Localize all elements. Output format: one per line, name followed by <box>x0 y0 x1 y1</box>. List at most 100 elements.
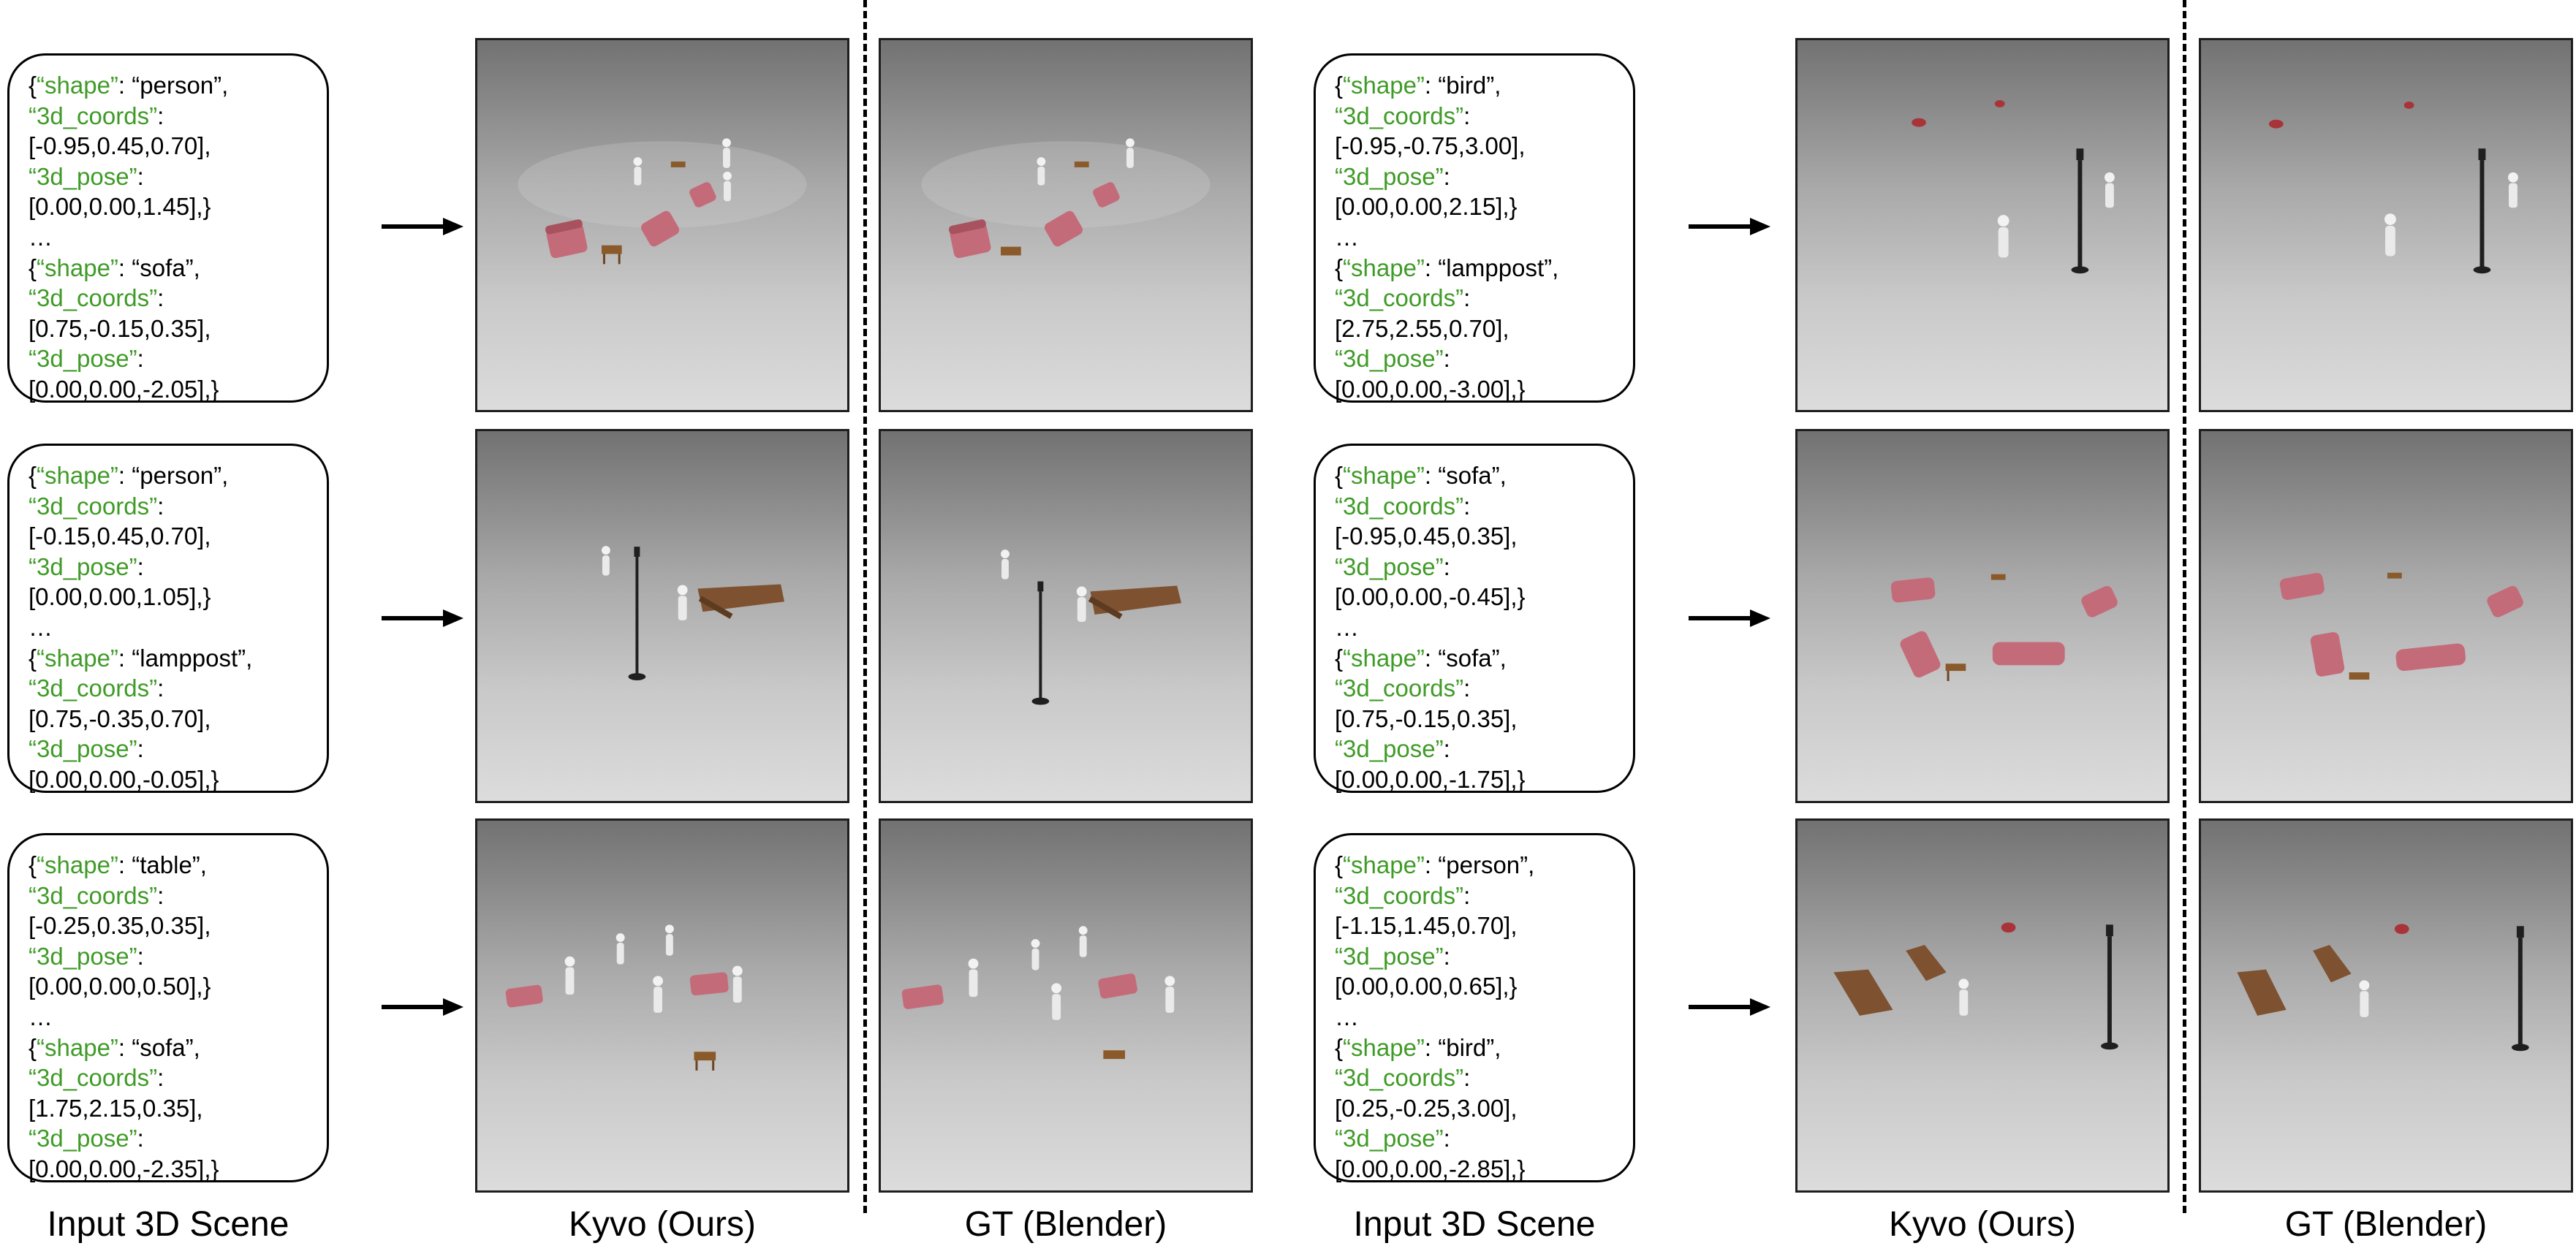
json-value: [1.75,2.15,0.35], <box>29 1094 203 1122</box>
person-figure <box>1126 138 1134 168</box>
scene-text-line: “3d_pose”: <box>29 162 319 192</box>
json-value: … <box>29 1003 53 1030</box>
json-value: : <box>157 284 164 312</box>
input-scene-box-1: {“shape”: “person”, “3d_coords”: [-0.95,0.… <box>7 53 329 403</box>
scene-text-line: “3d_pose”: <box>1335 1123 1626 1154</box>
json-value: … <box>1335 613 1359 641</box>
scene-text-line: {“shape”: “lamppost”, <box>29 643 319 674</box>
dashed-divider-left <box>863 0 867 1213</box>
scene-text-line: [0.75,-0.15,0.35], <box>29 314 319 344</box>
scene-text-line: “3d_coords”: <box>29 101 319 132</box>
json-value: : <box>1443 345 1450 373</box>
json-value: { <box>1335 72 1344 99</box>
json-key: “3d_coords” <box>29 674 158 702</box>
json-value: [0.25,-0.25,3.00], <box>1335 1094 1518 1122</box>
json-value: [-1.15,1.45,0.70], <box>1335 912 1518 940</box>
gt-render-scene-2 <box>879 429 1253 803</box>
sofa-object <box>689 972 729 996</box>
sofa-object <box>545 219 588 259</box>
scene-text-line: “3d_pose”: <box>1335 941 1626 972</box>
json-key: “3d_pose” <box>1335 942 1444 970</box>
scene-text-line: {“shape”: “sofa”, <box>1335 643 1626 674</box>
scene-text-line: “3d_coords”: <box>1335 491 1626 522</box>
scene-text-line: “3d_pose”: <box>1335 552 1626 582</box>
kyvo-render-scene-5 <box>1795 429 2170 803</box>
gt-render-scene-5 <box>2199 429 2573 803</box>
json-value: : <box>137 162 144 190</box>
scene-text-line: “3d_coords”: <box>1335 101 1626 132</box>
input-scene-box-3: {“shape”: “table”, “3d_coords”: [-0.25,0.3… <box>7 833 329 1182</box>
json-value: : <box>157 102 164 129</box>
table-object <box>1990 574 2006 580</box>
json-value: : “person”, <box>118 462 229 489</box>
sofa-object <box>1992 642 2065 666</box>
input-scene-box-4: {“shape”: “bird”, “3d_coords”: [-0.95,-0.7… <box>1314 53 1635 403</box>
person-figure <box>1076 586 1087 622</box>
scene-text-line: “3d_pose”: <box>29 1123 319 1154</box>
json-value: [2.75,2.55,0.70], <box>1335 314 1509 342</box>
sofa-object <box>1890 577 1936 603</box>
json-value: [0.75,-0.15,0.35], <box>1335 704 1518 732</box>
json-value: : <box>1463 102 1471 129</box>
json-value: … <box>29 613 53 641</box>
json-value: [0.00,0.00,-2.85],} <box>1335 1155 1526 1182</box>
scene-text-line: [-0.95,0.45,0.35], <box>1335 521 1626 552</box>
person-figure <box>1031 939 1040 970</box>
json-value: [-0.25,0.35,0.35], <box>29 912 211 940</box>
scene-text-line: [1.75,2.15,0.35], <box>29 1093 319 1124</box>
scene-text-line: … <box>1335 1002 1626 1033</box>
scene-text-line: “3d_pose”: <box>1335 734 1626 764</box>
person-figure <box>2359 980 2370 1017</box>
json-key: “3d_coords” <box>29 102 158 129</box>
json-key: “3d_coords” <box>1335 881 1464 909</box>
json-value: { <box>1335 644 1344 672</box>
scene-text-line: “3d_pose”: <box>1335 162 1626 192</box>
person-figure <box>677 585 688 620</box>
scene-text-line: [0.00,0.00,-0.05],} <box>29 764 319 795</box>
scene-text-line: … <box>29 222 319 253</box>
bench-object <box>2237 969 2287 1016</box>
person-figure <box>1997 215 2009 258</box>
json-value: : <box>1443 942 1450 970</box>
scene-text-line: “3d_pose”: <box>29 343 319 374</box>
person-figure <box>664 924 674 956</box>
scene-text-line: “3d_coords”: <box>29 1063 319 1093</box>
scene-text-line: [0.75,-0.35,0.70], <box>29 704 319 734</box>
json-value: [0.00,0.00,-2.35],} <box>29 1155 219 1182</box>
json-value: { <box>29 462 37 489</box>
json-value: : <box>157 492 164 520</box>
bird-object <box>2268 119 2284 129</box>
json-value: : “sofa”, <box>1424 462 1507 489</box>
sofa-object <box>2487 585 2523 618</box>
lamppost-object <box>2071 148 2089 274</box>
person-figure <box>968 958 979 997</box>
scene-text-line: [0.00,0.00,-1.75],} <box>1335 764 1626 795</box>
person-figure <box>2105 172 2115 208</box>
scene-text-line: … <box>29 612 319 643</box>
sofa-object <box>689 182 716 208</box>
json-value: : “bird”, <box>1424 1033 1501 1061</box>
json-key: “3d_pose” <box>29 345 137 373</box>
caption-input-scene-right: Input 3D Scene <box>1353 1205 1596 1244</box>
json-value: : <box>137 1125 144 1152</box>
json-value: [0.75,-0.35,0.70], <box>29 704 211 732</box>
bench-object <box>697 584 785 619</box>
json-key: “shape” <box>1343 462 1425 489</box>
scene-text-line: [0.00,0.00,-2.85],} <box>1335 1154 1626 1185</box>
right-arrow-icon <box>1689 609 1770 627</box>
input-scene-box-2: {“shape”: “person”, “3d_coords”: [-0.15,0.… <box>7 444 329 793</box>
json-key: “shape” <box>37 254 118 281</box>
table-object <box>1001 246 1021 256</box>
scene-text-line: [-0.95,0.45,0.70], <box>29 131 319 162</box>
bird-object <box>1994 100 2005 107</box>
json-key: “3d_pose” <box>1335 552 1444 580</box>
json-key: “shape” <box>37 72 118 99</box>
person-figure <box>601 546 610 576</box>
json-value: : <box>1463 492 1471 520</box>
json-value: { <box>29 644 37 672</box>
table-object <box>670 162 686 167</box>
json-key: “3d_coords” <box>1335 492 1464 520</box>
json-value: { <box>29 72 37 99</box>
scene-text-line: {“shape”: “person”, <box>29 460 319 491</box>
bird-object <box>2394 924 2409 935</box>
